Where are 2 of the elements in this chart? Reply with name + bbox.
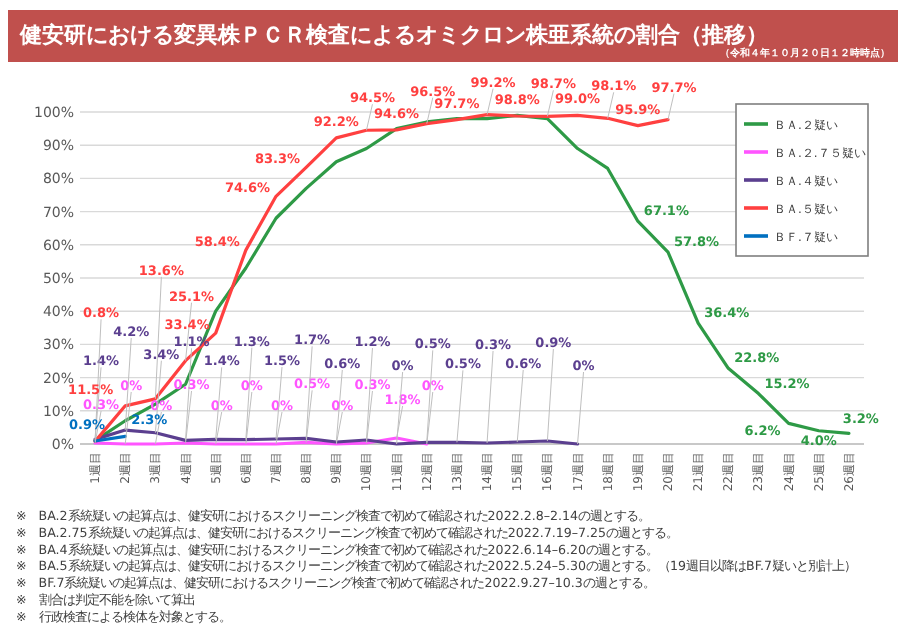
chart-title: 健安研における変異株ＰＣＲ検査によるオミクロン株亜系統の割合（推移）	[18, 22, 768, 48]
line-series	[93, 428, 580, 446]
